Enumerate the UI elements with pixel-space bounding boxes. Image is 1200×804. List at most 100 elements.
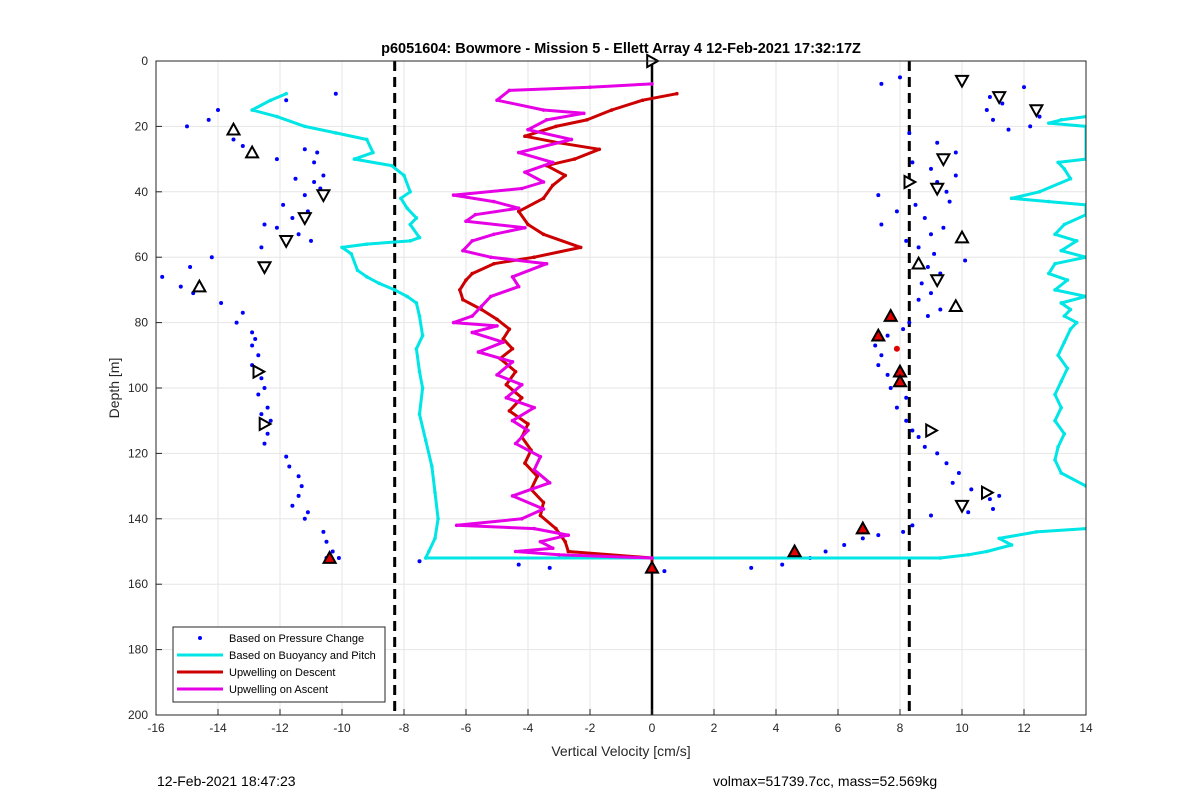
pressure-change-point [268,418,273,423]
pressure-change-point [913,202,918,207]
series-point-2 [1047,271,1051,276]
pressure-change-point [216,108,220,113]
series-point-4 [501,340,506,345]
pressure-change-point [987,497,992,502]
series-point-3 [523,461,527,466]
pressure-change-point [262,441,267,446]
series-point-4 [495,98,499,103]
series-point-4 [513,549,518,554]
series-point-1 [423,556,428,560]
pressure-change-point [916,245,921,250]
series-point-3 [675,91,679,96]
series-point-2 [1056,445,1060,449]
pressure-change-point [290,503,295,508]
series-point-1 [414,216,419,220]
series-point-4 [547,481,552,485]
pressure-change-point [910,160,915,165]
y-axis-label: Depth [m] [106,358,122,419]
chart-title: p6051604: Bowmore - Mission 5 - Ellett A… [381,41,861,57]
series-point-4 [451,193,456,197]
series-point-3 [516,209,521,214]
pressure-change-point [925,314,930,319]
series-point-2 [1053,232,1057,237]
series-point-1 [365,137,369,142]
pressure-change-point [290,215,295,220]
x-tick-label: 6 [835,721,842,735]
series-point-1 [355,268,360,273]
series-point-4 [451,320,456,325]
pressure-change-point [315,150,320,155]
pressure-change-point [324,539,329,544]
triangle-marker-down [929,274,945,289]
pressure-change-point [910,523,915,528]
series-point-4 [566,533,571,537]
pressure-change-point [262,222,267,227]
series-point-4 [520,382,524,387]
series-point-1 [349,252,354,256]
series-point-2 [1056,160,1060,165]
legend-label: Based on Buoyancy and Pitch [229,650,376,662]
pressure-change-point [901,327,906,332]
pressure-change-point [916,435,921,440]
pressure-change-point [969,487,974,492]
series-point-4 [495,373,499,377]
series-point-4 [504,396,509,400]
series-point-1 [275,114,279,119]
pressure-change-point [907,320,912,325]
pressure-change-point [894,405,899,410]
series-point-3 [513,369,518,374]
series-point-2 [1062,314,1067,318]
series-point-4 [461,248,465,253]
series-point-4 [489,294,493,299]
series-point-4 [582,111,586,116]
pressure-change-point [312,160,317,165]
x-tick-label: -6 [461,721,472,735]
series-point-1 [365,242,369,246]
pressure-change-point [160,274,165,279]
series-point-1 [1034,530,1039,534]
series-point-3 [510,346,515,351]
series-point-2 [1053,261,1057,266]
series-point-4 [588,85,592,89]
series-point-4 [492,199,496,204]
pressure-change-point [1022,85,1026,90]
series-point-3 [492,261,496,266]
triangle-marker-up [892,373,908,388]
series-point-3 [609,108,614,112]
pressure-change-point [898,75,902,80]
pressure-change-point [842,542,847,547]
series-point-1 [408,222,413,227]
x-tick-label: 8 [897,721,904,735]
reference-lines [393,61,911,715]
legend-swatch-dots [198,636,202,640]
triangle-marker-up [786,543,803,558]
series-point-4 [551,546,555,551]
pressure-change-point [904,395,909,400]
series-point-4 [510,275,515,279]
pressure-change-point [185,124,189,129]
series-point-1 [405,294,409,299]
pressure-change-point [873,343,878,348]
series-point-2 [1037,190,1042,194]
pressure-change-point [321,529,326,534]
pressure-change-point [256,392,261,397]
series-point-1 [417,412,422,416]
pressure-change-point [947,199,952,204]
series-point-4 [516,284,521,289]
pressure-change-point [296,232,301,237]
pressure-change-point [885,372,890,377]
pressure-change-point [206,117,211,122]
pressure-change-point [987,94,992,99]
y-tick-label: 20 [135,119,149,133]
chart-legend: Based on Pressure Change Based on Buoyanc… [172,626,386,703]
pressure-change-point [1000,101,1005,106]
y-tick-label: 140 [128,512,148,526]
series-point-3 [554,526,558,531]
series-point-1 [340,245,344,250]
x-tick-label: -4 [523,721,534,735]
series-point-4 [516,150,521,155]
pressure-change-point [953,173,958,178]
series-point-4 [650,556,654,560]
series-point-3 [566,549,571,554]
